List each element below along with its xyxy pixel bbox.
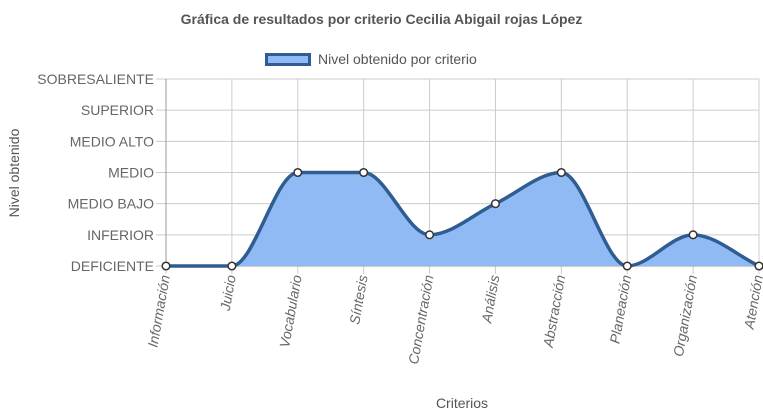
data-point	[622, 261, 632, 271]
x-tick-label: Vocabulario	[276, 274, 305, 349]
x-tick-label: Organización	[670, 274, 700, 358]
series-line	[166, 170, 760, 268]
data-point	[556, 167, 566, 178]
x-tick-label: Análisis	[478, 274, 502, 325]
y-tick-label: MEDIO	[108, 165, 154, 181]
x-axis-title: Criterios	[435, 395, 489, 411]
data-point	[359, 167, 369, 178]
x-tick-label: Juicio	[217, 274, 239, 313]
y-tick-label: INFERIOR	[87, 227, 154, 243]
data-point	[227, 261, 237, 271]
data-point	[490, 199, 500, 209]
data-point	[688, 230, 698, 240]
data-point	[293, 167, 303, 178]
series-area	[166, 172, 759, 266]
y-tick-label: SUPERIOR	[81, 102, 154, 118]
x-tick-label: Abstracción	[540, 274, 569, 350]
y-axis-title: Nivel obtenido	[6, 128, 22, 218]
y-tick-label: MEDIO BAJO	[68, 196, 154, 212]
legend-label: Nivel obtenido por criterio	[318, 51, 477, 67]
data-point	[425, 230, 435, 240]
y-tick-label: MEDIO ALTO	[70, 133, 154, 149]
chart-title: Gráfica de resultados por criterio Cecil…	[180, 11, 583, 27]
legend-swatch	[265, 52, 311, 66]
x-tick-label: Síntesis	[346, 274, 370, 326]
legend[interactable]: Nivel obtenido por criterio	[265, 50, 477, 68]
y-tick-label: DEFICIENTE	[71, 258, 154, 274]
x-tick-label: Atención	[741, 274, 763, 332]
data-point	[754, 261, 763, 271]
y-tick-label: SOBRESALIENTE	[37, 71, 154, 87]
x-tick-label: Información	[144, 274, 172, 349]
data-point	[161, 261, 171, 271]
x-tick-label: Planeación	[606, 274, 634, 345]
x-tick-label: Concentración	[405, 274, 436, 366]
